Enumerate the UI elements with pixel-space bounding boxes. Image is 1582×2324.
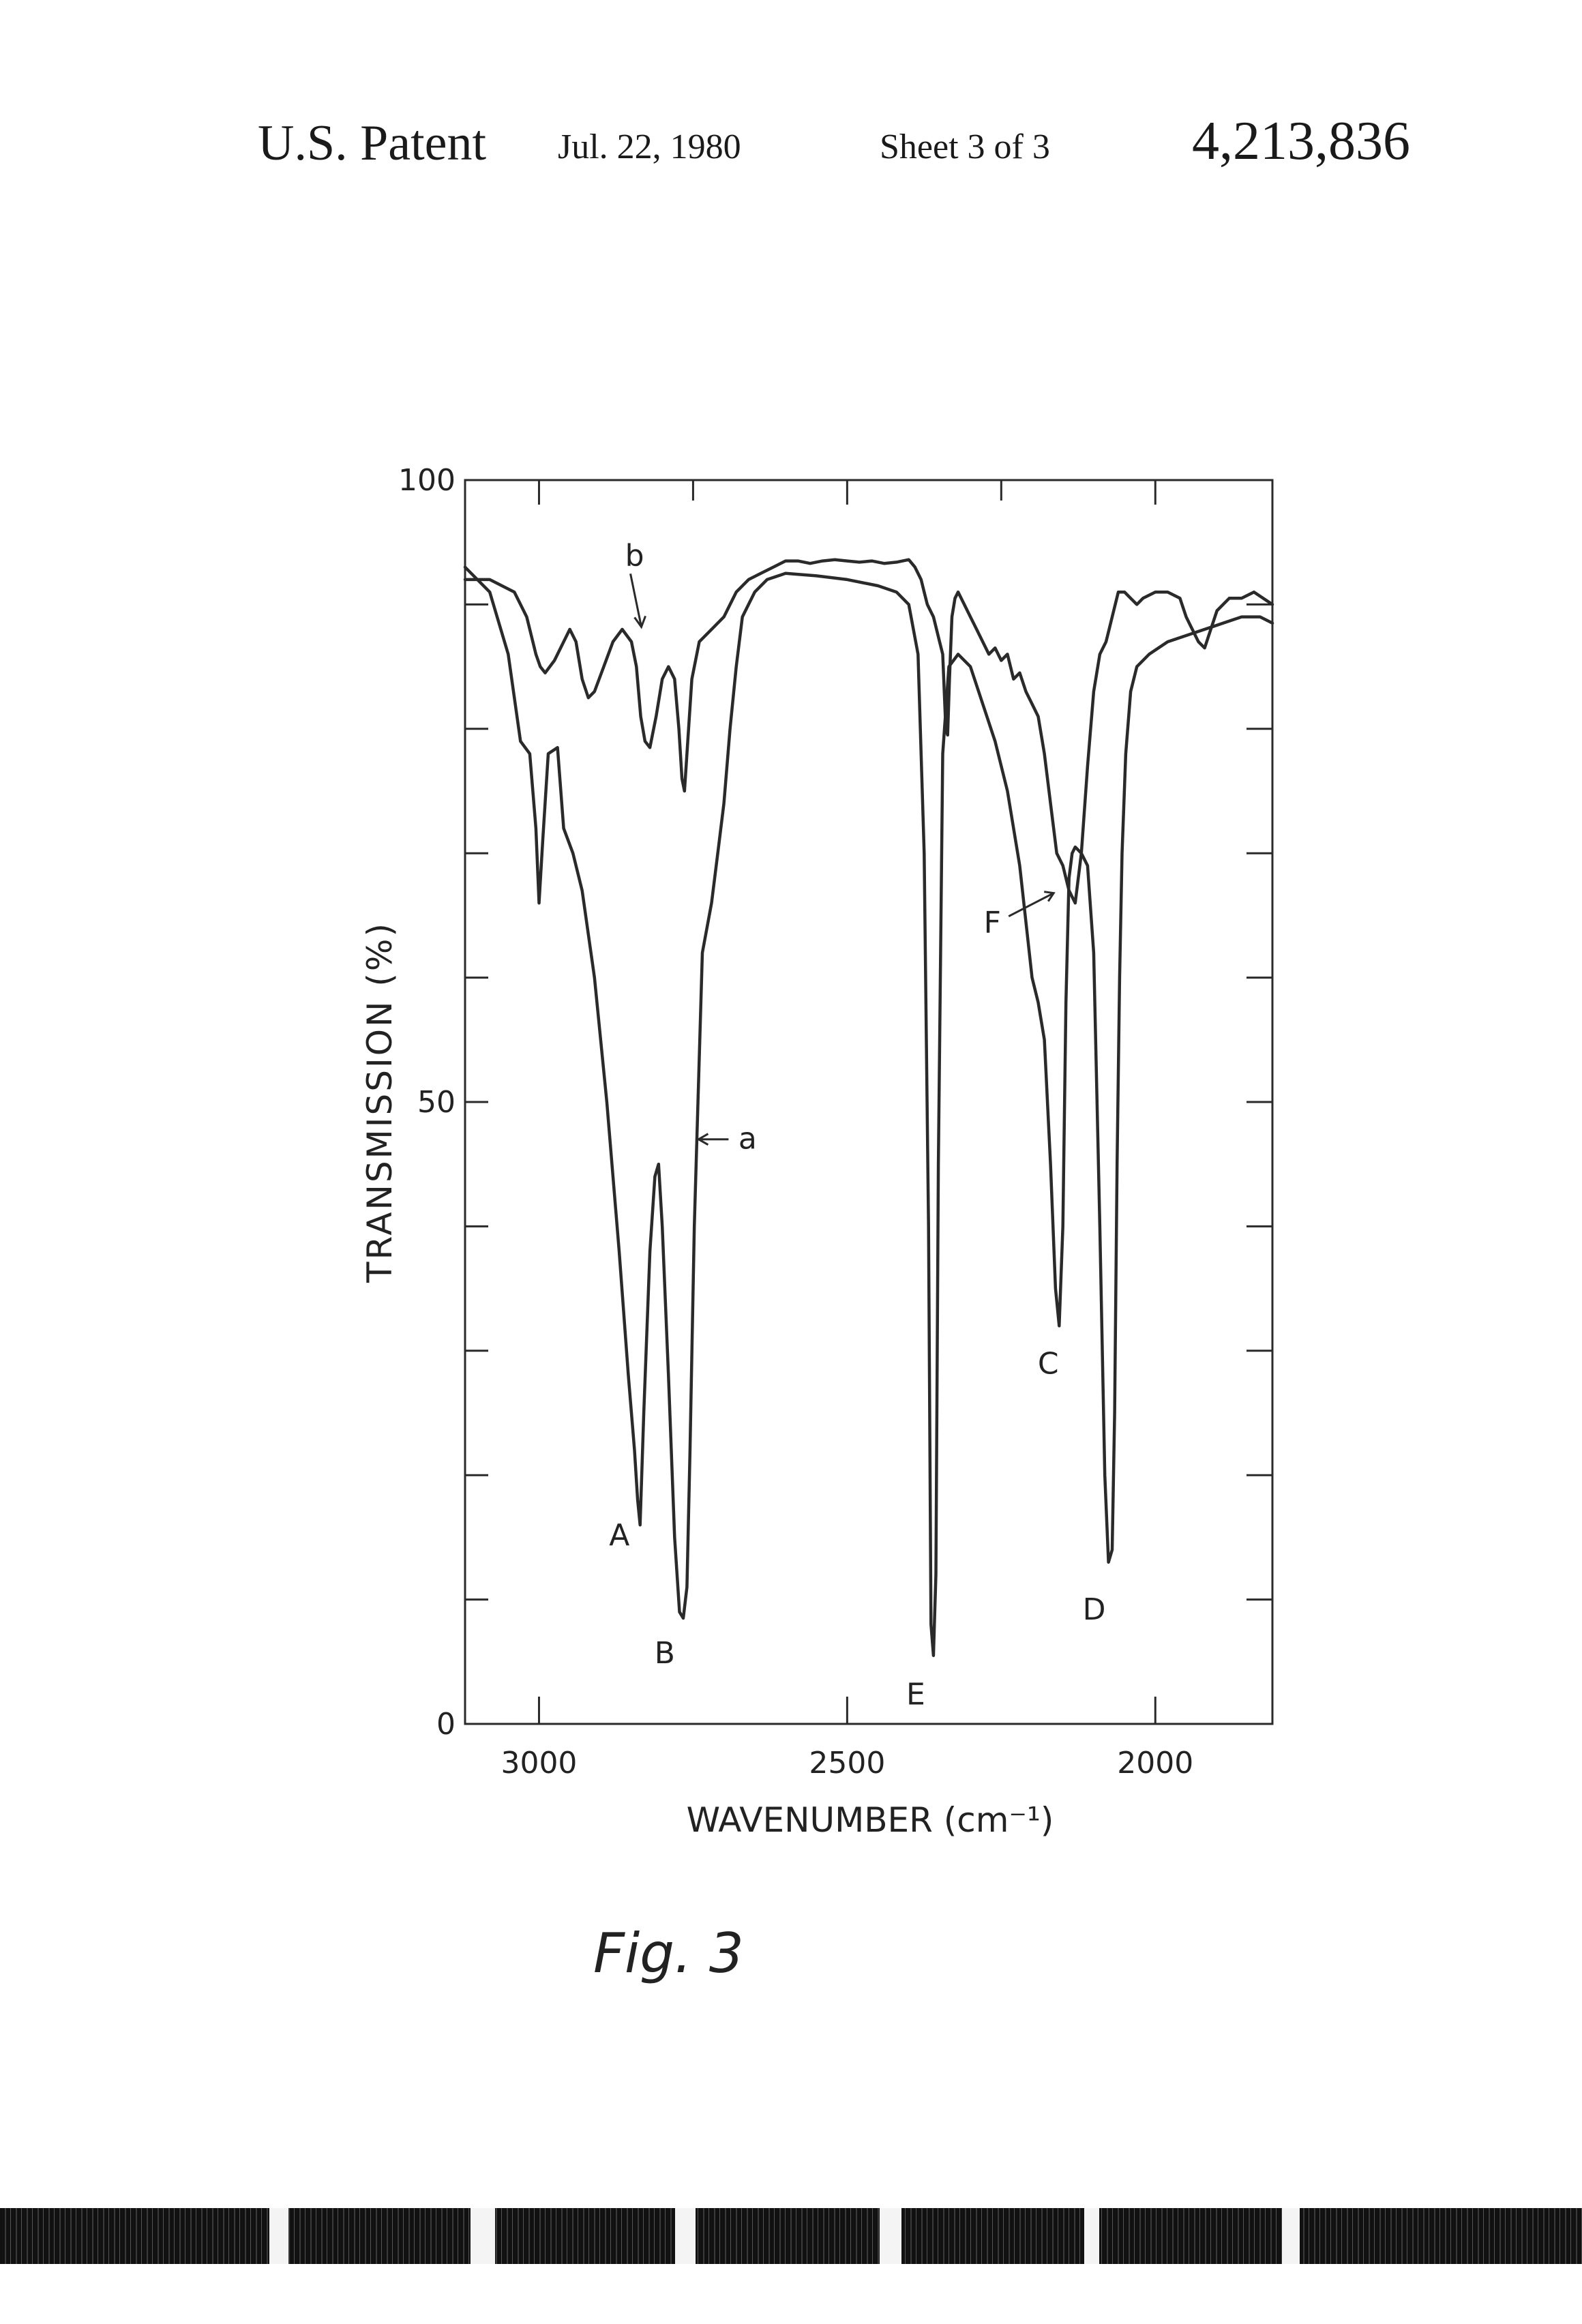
series-line-b [465, 560, 1272, 903]
plot-frame [465, 480, 1272, 1724]
peak-label-B: B [655, 1636, 675, 1671]
y-tick-label: 100 [398, 463, 456, 498]
peak-label-F: F [984, 906, 1001, 940]
peak-label-a: a [738, 1122, 757, 1157]
peak-label-E: E [906, 1678, 925, 1712]
arrow-f [1009, 893, 1054, 917]
series-line-a [465, 567, 1272, 1656]
scan-artifact-bar [0, 2208, 1582, 2264]
x-axis-title: WAVENUMBER (cm⁻¹) [687, 1800, 1054, 1840]
peak-label-C: C [1038, 1346, 1059, 1381]
figure-caption: Fig. 3 [593, 1922, 744, 1985]
x-tick-label: 2500 [809, 1746, 885, 1781]
y-axis-title: TRANSMISSION (%) [360, 921, 400, 1283]
y-tick-label: 0 [436, 1707, 456, 1742]
x-tick-label: 3000 [501, 1746, 577, 1781]
peak-label-b: b [625, 538, 644, 573]
y-tick-label: 50 [417, 1085, 456, 1120]
peak-label-D: D [1083, 1592, 1106, 1627]
x-tick-label: 2000 [1117, 1746, 1193, 1781]
peak-label-A: A [609, 1518, 629, 1553]
